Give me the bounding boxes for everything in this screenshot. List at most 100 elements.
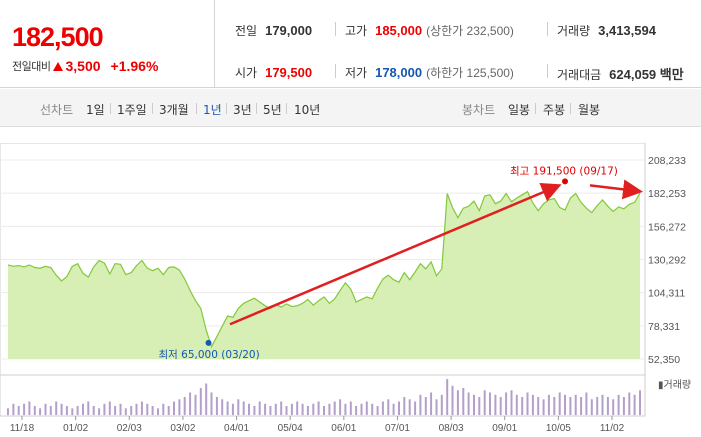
- volume-bar: [392, 403, 395, 416]
- stat-low: 저가 178,000 (하한가 125,500): [345, 64, 514, 81]
- stat-label: 저가: [345, 66, 368, 80]
- volume-bar: [264, 403, 267, 416]
- volume-bar: [478, 397, 481, 415]
- tab-candle-weekly[interactable]: 주봉: [543, 103, 566, 117]
- volume-bar: [258, 401, 261, 415]
- volume-bar: [242, 401, 245, 415]
- x-tick-label: 06/01: [331, 423, 356, 434]
- volume-bar: [489, 392, 491, 415]
- volume-bar: [194, 394, 197, 416]
- tab-period-3m[interactable]: 3개월: [159, 103, 189, 117]
- divider: [256, 103, 257, 114]
- x-tick-label: 10/05: [546, 423, 571, 434]
- volume-bar: [130, 406, 133, 415]
- current-price: 182,500: [12, 22, 104, 52]
- volume-bar: [612, 399, 615, 416]
- divider: [152, 103, 153, 114]
- x-axis-labels: 11/18 01/02 02/03 03/02 04/01 05/04 06/01 07/01…: [10, 416, 625, 434]
- upper-limit: (상한가 232,500): [426, 24, 514, 38]
- volume-bar: [430, 392, 433, 415]
- volume-bar: [344, 403, 347, 416]
- volume-bar: [210, 392, 213, 415]
- volume-bar: [312, 403, 315, 416]
- volume-bar: [44, 403, 47, 416]
- tab-period-3y[interactable]: 3년: [233, 103, 252, 117]
- stat-prev-close: 전일 179,000: [235, 22, 312, 39]
- tab-period-10y[interactable]: 10년: [294, 103, 321, 117]
- lower-limit: (하한가 125,500): [426, 66, 514, 80]
- volume-bar: [157, 408, 159, 416]
- tab-candle-monthly[interactable]: 월봉: [578, 103, 601, 117]
- volume-bar: [269, 406, 272, 415]
- volume-bar: [301, 403, 304, 416]
- volume-bar: [124, 408, 127, 416]
- volume-bar: [639, 390, 641, 416]
- stat-label: 전일: [235, 24, 258, 38]
- stat-value: 178,000: [375, 65, 423, 80]
- volume-bar: [285, 406, 288, 415]
- volume-bar: [114, 406, 117, 415]
- x-tick-label: 11/02: [600, 423, 625, 434]
- divider: [196, 103, 197, 114]
- volume-bar: [424, 397, 427, 415]
- divider: [547, 22, 548, 36]
- divider: [110, 103, 111, 114]
- volume-bar: [87, 401, 90, 415]
- volume-bar: [173, 401, 175, 415]
- tab-candle-daily[interactable]: 일봉: [508, 103, 531, 117]
- volume-bar: [253, 406, 256, 415]
- volume-bar: [146, 403, 149, 416]
- volume-bar: [274, 403, 277, 416]
- price-summary: 182,500 전일대비 3,500 +1.96%: [0, 0, 215, 88]
- tab-period-1d[interactable]: 1일: [86, 103, 105, 117]
- volume-bar: [419, 394, 422, 416]
- tab-period-1y[interactable]: 1년: [203, 103, 222, 117]
- volume-bar: [547, 394, 550, 416]
- volume-bar: [55, 401, 58, 415]
- volume-bar: [151, 406, 154, 415]
- y-tick-label: 78,331: [648, 321, 680, 333]
- volume-bar: [451, 385, 454, 416]
- x-tick-label: 09/01: [492, 423, 517, 434]
- stat-value: 179,500: [265, 65, 313, 80]
- volume-bar: [467, 392, 470, 415]
- price-line: [7, 190, 641, 349]
- volume-bar: [371, 403, 374, 416]
- volume-bar: [564, 394, 566, 416]
- stat-label: 고가: [345, 24, 368, 38]
- tab-period-1w[interactable]: 1주일: [117, 103, 147, 117]
- price-chart: 208,233 182,253 156,272 130,292 104,311 78,33…: [0, 143, 691, 434]
- volume-bar: [317, 401, 320, 415]
- volume-bar: [462, 388, 465, 415]
- volume-bar: [49, 406, 52, 415]
- volume-bar: [98, 408, 101, 416]
- stat-label: 거래대금: [557, 68, 602, 82]
- volume-bar: [558, 392, 561, 415]
- volume-bar: [537, 397, 540, 415]
- volume-bar: [473, 394, 475, 416]
- volume-bar: [39, 408, 42, 416]
- volume-bar: [483, 390, 486, 416]
- volume-bar: [33, 406, 36, 415]
- y-tick-label: 52,350: [648, 354, 680, 366]
- volume-bar: [446, 379, 449, 415]
- stat-value: 179,000: [265, 23, 313, 38]
- y-tick-label: 182,253: [648, 188, 686, 200]
- volume-bar: [65, 406, 68, 415]
- volume-bar: [71, 408, 74, 416]
- volume-bar: [601, 394, 604, 416]
- x-tick-label: 03/02: [170, 423, 195, 434]
- y-tick-label: 104,311: [648, 288, 685, 300]
- volume-bars: ▮거래량: [0, 374, 691, 417]
- volume-bar: [199, 388, 202, 415]
- tab-period-5y[interactable]: 5년: [263, 103, 282, 117]
- y-tick-label: 130,292: [648, 255, 686, 267]
- stat-label: 거래량: [557, 24, 591, 38]
- volume-bar: [515, 394, 518, 416]
- trend-arrow-right: [589, 179, 643, 200]
- stat-volume: 거래량 3,413,594: [557, 22, 656, 39]
- chart-annotations: 최고 191,500 (09/17) 최저 65,000 (03/20): [159, 165, 643, 361]
- volume-bar: [7, 408, 9, 416]
- divider: [226, 103, 227, 114]
- change-row: 전일대비 3,500 +1.96%: [12, 58, 158, 74]
